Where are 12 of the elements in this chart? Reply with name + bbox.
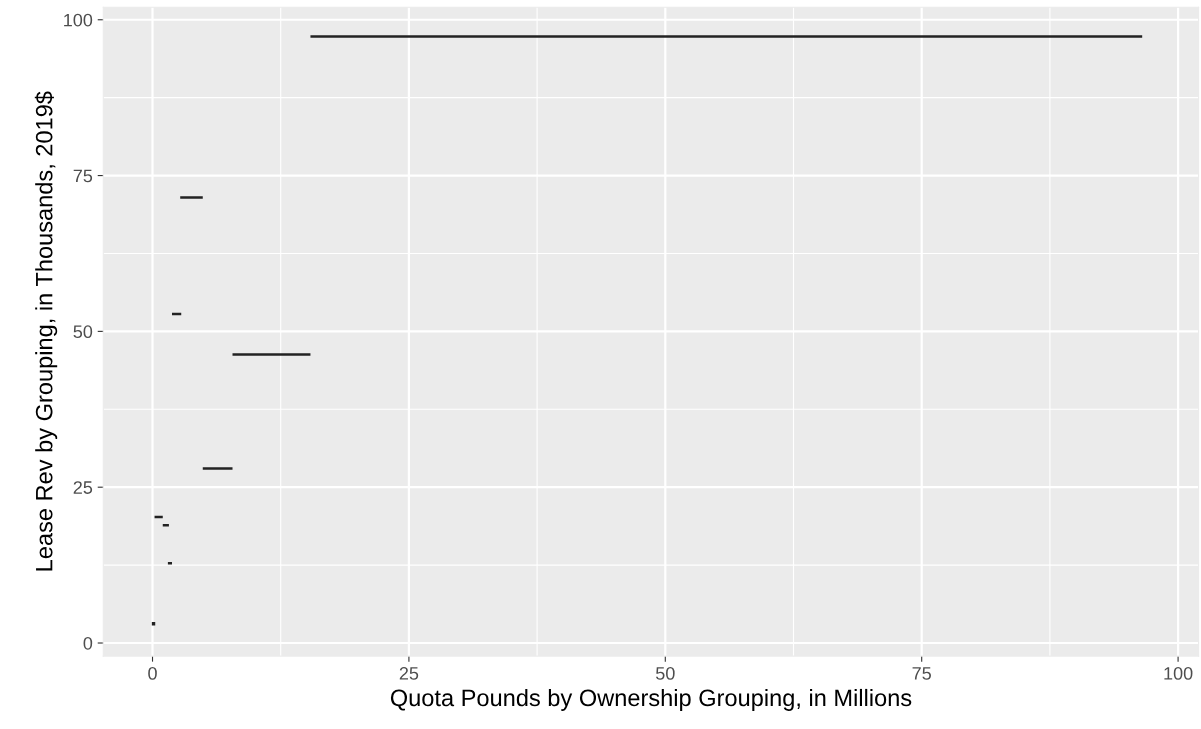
y-tick-label: 25 bbox=[73, 481, 93, 494]
y-tick-label: 50 bbox=[73, 325, 93, 339]
x-axis-title: Quota Pounds by Ownership Grouping, in Millions bbox=[390, 688, 912, 711]
x-tick-label: 100 bbox=[1164, 666, 1193, 680]
x-tick-label: 50 bbox=[655, 666, 675, 680]
x-tick-label: 75 bbox=[912, 667, 931, 680]
y-tick-label: 0 bbox=[83, 636, 93, 650]
y-tick-label: 75 bbox=[73, 169, 93, 183]
x-tick-label: 0 bbox=[148, 666, 157, 680]
y-tick-label: 100 bbox=[64, 13, 93, 27]
x-tick-label: 25 bbox=[399, 666, 419, 680]
y-axis-title: Lease Rev by Grouping, in Thousands, 2019$ bbox=[34, 91, 58, 571]
